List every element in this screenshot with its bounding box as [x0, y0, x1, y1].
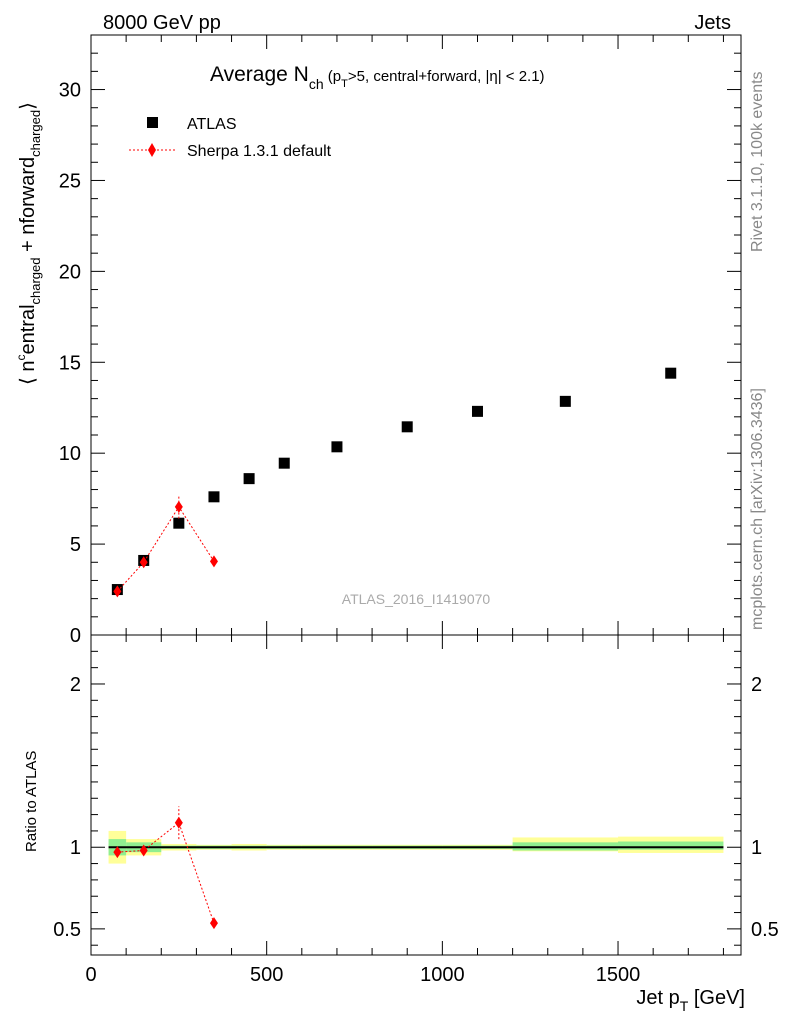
main-y-axis-label: ⟨ ncentralcharged + nforwardcharged⟩: [14, 102, 43, 385]
ratio-frame: [90, 634, 742, 956]
ratio-y-tick-label: 2: [70, 674, 81, 696]
sherpa-ratio-line: [117, 821, 215, 924]
sherpa-data-point: [139, 556, 148, 569]
x-tick-label: 1500: [596, 964, 641, 986]
main-y-tick-label: 15: [59, 352, 81, 374]
main-marks: [111, 367, 677, 598]
main-y-tick-label: 0: [70, 625, 81, 647]
main-y-tick-label: 20: [59, 261, 81, 283]
main-y-tick-label: 30: [59, 80, 81, 102]
atlas-data-point: [559, 395, 571, 407]
sherpa-ratio-point: [174, 816, 183, 829]
ratio-y-tick-label-right: 1: [751, 837, 762, 859]
atlas-data-point: [665, 367, 677, 379]
main-ticks: 0 5 10 15 20 25 30: [59, 34, 741, 647]
legend-atlas-label: ATLAS: [187, 116, 237, 133]
atlas-data-point: [401, 421, 413, 433]
ratio-ticks: 0 500 1000 1500 0.5 0.5 1 1 2 2: [53, 635, 779, 986]
sherpa-ratio-point: [139, 844, 148, 857]
collision-label: 8000 GeV pp: [103, 12, 221, 34]
atlas-data-point: [278, 457, 290, 469]
ratio-y-tick-label-right: 2: [751, 674, 762, 696]
x-tick-label: 1000: [420, 964, 465, 986]
legend-sherpa-marker: [148, 143, 156, 157]
atlas-data-point: [173, 517, 185, 529]
sherpa-ratio-point: [113, 846, 122, 859]
ratio-marks: [108, 806, 724, 930]
atlas-data-point: [243, 473, 255, 485]
x-tick-label: 0: [85, 964, 96, 986]
sherpa-data-point: [209, 555, 218, 568]
x-axis-label: Jet pT [GeV]: [636, 987, 745, 1014]
mcplots-reference-label: mcplots.cern.ch [arXiv:1306.3436]: [749, 388, 766, 630]
analysis-category-label: Jets: [694, 12, 731, 34]
x-tick-label: 500: [250, 964, 283, 986]
rivet-version-label: Rivet 3.1.10, 100k events: [749, 71, 766, 252]
ratio-band-inner: [618, 841, 724, 850]
chart-title: Average Nch (pT>5, central+forward, |η| …: [210, 63, 545, 92]
ratio-y-tick-label-right: 0.5: [751, 919, 779, 941]
ratio-panel: 0 500 1000 1500 0.5 0.5 1 1 2 2 Ratio to ATLAS: [23, 634, 779, 986]
main-y-tick-label: 25: [59, 170, 81, 192]
sherpa-line: [116, 505, 215, 592]
atlas-data-point: [471, 405, 483, 417]
atlas-data-point: [331, 441, 343, 453]
sherpa-ratio-point: [209, 917, 218, 930]
main-panel: 0 5 10 15 20 25 30 Average Nch (pT>5, central+…: [14, 34, 742, 647]
main-y-tick-label: 5: [70, 534, 81, 556]
ratio-y-tick-label: 0.5: [53, 919, 81, 941]
legend-atlas-marker: [147, 117, 158, 128]
main-y-tick-label: 10: [59, 443, 81, 465]
legend-sherpa-label: Sherpa 1.3.1 default: [187, 143, 332, 160]
ratio-y-tick-label: 1: [70, 837, 81, 859]
analysis-watermark: ATLAS_2016_I1419070: [342, 591, 491, 607]
legend: ATLAS Sherpa 1.3.1 default: [129, 116, 332, 160]
sherpa-data-point: [113, 585, 122, 598]
atlas-data-point: [208, 491, 220, 503]
ratio-y-axis-label: Ratio to ATLAS: [23, 751, 40, 852]
sherpa-data-point: [174, 500, 183, 513]
